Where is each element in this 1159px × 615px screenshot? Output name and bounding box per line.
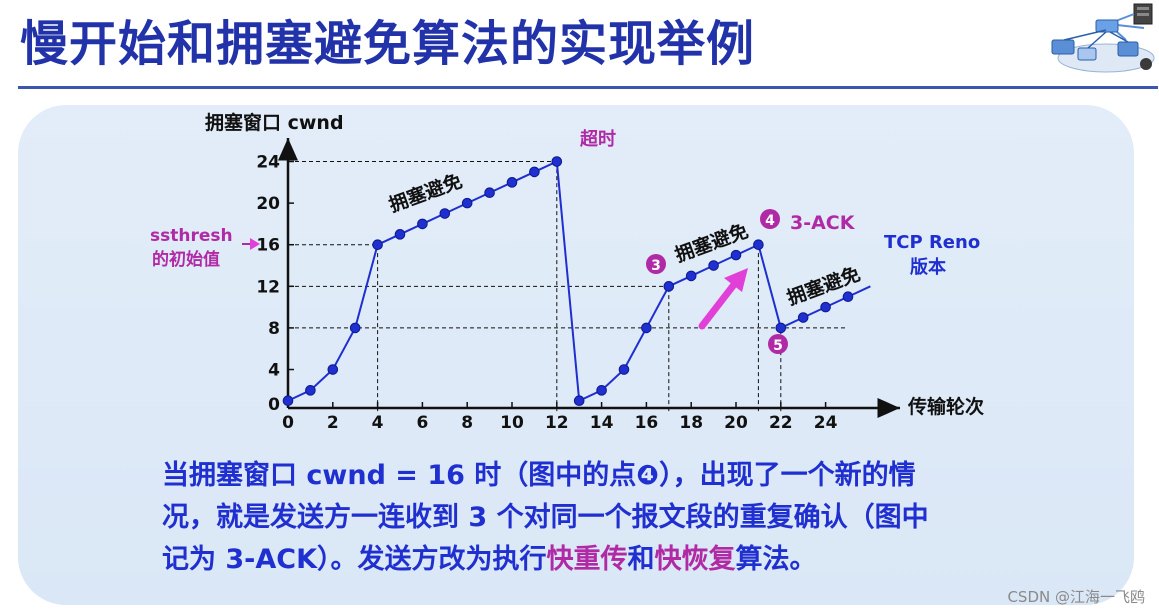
data-point-25 <box>842 291 854 303</box>
fast-recovery-highlight: 快恢复 <box>654 544 736 575</box>
description-line-2: 况，就是发送方一连收到 3 个对同一个报文段的重复确认（图中 <box>162 502 929 533</box>
x-axis-label: 传输轮次 <box>907 395 984 418</box>
congestion-avoidance-label-2: 拥塞避免 <box>672 219 751 267</box>
description-line-3-b: 和 <box>627 544 655 575</box>
x-tick-label-8: 8 <box>461 413 473 433</box>
x-tick-label-10: 10 <box>500 413 524 433</box>
x-tick-label-14: 14 <box>590 413 614 433</box>
data-point-23 <box>797 312 809 323</box>
page-title: 慢开始和拥塞避免算法的实现举例 <box>20 16 756 72</box>
data-point-8 <box>461 197 473 209</box>
description-line-3-a: 记为 3-ACK）。发送方改为执行 <box>162 544 547 575</box>
description-line-3: 记为 3-ACK）。发送方改为执行快重传和快恢复算法。 <box>162 539 1062 581</box>
data-point-4 <box>372 239 383 251</box>
ssthresh-label: ssthresh <box>150 226 233 246</box>
x-tick-label-20: 20 <box>724 413 748 433</box>
marker-3-badge: 3 <box>646 254 666 274</box>
y-axis-label: 拥塞窗口 cwnd <box>205 111 344 134</box>
description: 当拥塞窗口 cwnd = 16 时（图中的点❹），出现了一个新的情 况，就是发送… <box>162 455 1062 581</box>
data-point-10 <box>506 177 518 188</box>
data-point-24 <box>820 301 831 313</box>
description-line-3-c: 算法。 <box>735 544 817 575</box>
tcp-reno-label: TCP Reno <box>884 232 980 253</box>
data-point-11 <box>529 166 540 178</box>
fast-retransmit-highlight: 快重传 <box>546 544 628 575</box>
network-icon <box>1051 3 1155 73</box>
timeout-label: 超时 <box>580 128 616 150</box>
description-line-1: 当拥塞窗口 cwnd = 16 时（图中的点❹），出现了一个新的情 <box>162 460 916 491</box>
data-point-2 <box>327 364 339 375</box>
x-tick-label-4: 4 <box>372 413 384 433</box>
marker-5-badge: 5 <box>768 334 788 354</box>
y-tick-label-4: 4 <box>268 361 280 381</box>
marker-3-text: 3 <box>651 258 661 274</box>
x-tick-label-0: 0 <box>282 413 294 433</box>
data-point-18 <box>685 270 697 282</box>
data-point-13 <box>573 395 585 407</box>
data-point-0 <box>282 395 294 407</box>
y-tick-label-8: 8 <box>268 319 280 339</box>
data-point-20 <box>730 249 742 261</box>
x-tick-label-18: 18 <box>679 413 703 433</box>
data-point-9 <box>484 187 495 199</box>
increase-arrow <box>698 268 748 330</box>
y-tick-label-0: 0 <box>268 395 280 415</box>
marker-4-badge: 4 <box>760 209 780 229</box>
data-point-21 <box>753 239 764 251</box>
watermark: CSDN @江海一飞鸥 <box>1007 588 1145 606</box>
data-point-3 <box>349 322 361 334</box>
data-point-17 <box>663 281 675 292</box>
cwnd-line <box>287 160 871 403</box>
marker-4-text: 4 <box>765 213 775 229</box>
data-point-15 <box>618 364 630 375</box>
x-tick-label-16: 16 <box>635 413 659 433</box>
y-tick-label-12: 12 <box>256 277 280 297</box>
x-tick-label-24: 24 <box>814 413 838 433</box>
x-tick-label-12: 12 <box>545 413 569 433</box>
x-tick-label-2: 2 <box>327 413 339 433</box>
three-ack-label: 3-ACK <box>790 212 856 234</box>
data-point-16 <box>641 322 652 334</box>
x-tick-label-22: 22 <box>769 413 793 433</box>
data-point-22 <box>775 322 787 334</box>
y-tick-label-20: 20 <box>256 194 280 214</box>
y-tick-label-16: 16 <box>256 236 280 256</box>
data-point-7 <box>439 208 451 219</box>
data-point-5 <box>394 229 406 240</box>
data-point-14 <box>596 385 607 396</box>
ssthresh-label-2: 的初始值 <box>152 249 220 270</box>
data-point-6 <box>417 218 428 230</box>
tcp-reno-label-2: 版本 <box>910 256 946 278</box>
data-point-19 <box>708 260 719 271</box>
data-point-12 <box>551 156 563 167</box>
title-divider <box>18 86 1158 89</box>
data-point-1 <box>305 385 316 396</box>
chart-panel <box>18 105 1134 605</box>
y-tick-label-24: 24 <box>256 153 280 173</box>
marker-5-text: 5 <box>773 338 783 354</box>
x-tick-label-6: 6 <box>416 413 428 433</box>
